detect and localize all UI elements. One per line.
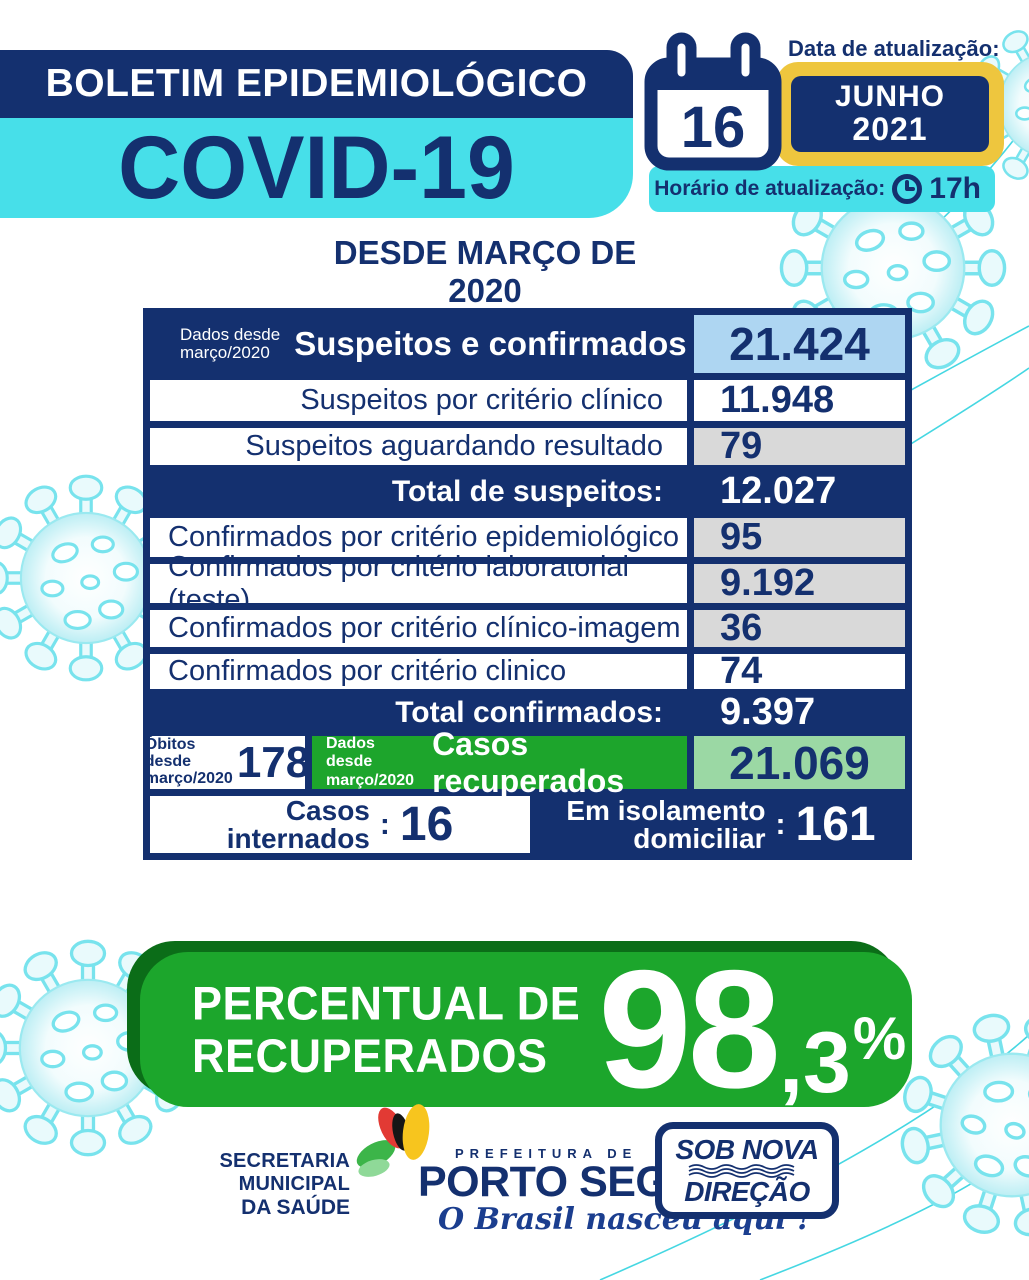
isolation-label-line1: Em isolamento xyxy=(566,794,766,826)
secretary-label: SECRETARIA MUNICIPAL DA SAÚDE xyxy=(150,1150,350,1220)
table-header-row: Dados desde março/2020 Suspeitos e confi… xyxy=(150,315,905,373)
table-row: Confirmados por critério laboratorial (t… xyxy=(150,551,905,616)
deaths-note-line2: março/2020 xyxy=(144,769,233,787)
hospitalized-isolation-row: Casos internados : 16 Em isolamento domi… xyxy=(150,789,905,853)
header-note-line2: março/2020 xyxy=(180,343,270,362)
table-row: Confirmados por critério clinico 74 xyxy=(150,647,905,692)
covid-title: COVID-19 xyxy=(118,118,515,218)
recovered-label: Casos recuperados xyxy=(432,725,625,799)
recovered-cell: Dados desde março/2020 Casos recuperados xyxy=(305,726,687,799)
row-value: 11.948 xyxy=(687,379,905,421)
hospitalized-label-line2: internados xyxy=(226,822,370,854)
isolation-value: 161 xyxy=(795,798,876,851)
row-label: Confirmados por critério laboratorial (t… xyxy=(150,551,687,616)
percent-value: 98 ,3 % xyxy=(598,934,907,1123)
percent-value-decimal: ,3 xyxy=(779,1015,851,1112)
header-title: Suspeitos e confirmados xyxy=(294,325,687,362)
percent-value-main: 98 xyxy=(598,934,781,1123)
update-date-label: Data de atualização: xyxy=(788,36,1000,61)
calendar-icon: 16 xyxy=(644,32,782,171)
covid-banner: COVID-19 xyxy=(0,118,633,218)
header-value: 21.424 xyxy=(687,315,905,373)
hospitalized-cell: Casos internados : 16 xyxy=(150,796,530,853)
table-row: Suspeitos aguardando resultado 79 xyxy=(150,421,905,467)
isolation-label: Em isolamento domiciliar xyxy=(566,794,766,854)
update-month: JUNHO xyxy=(834,80,945,114)
isolation-colon: : xyxy=(775,807,786,841)
porto-seguro-logo-icon xyxy=(356,1104,430,1177)
percent-label-line1: PERCENTUAL DE xyxy=(192,976,581,1031)
month-year-box: JUNHO 2021 xyxy=(776,62,1004,166)
secretary-line2: DA SAÚDE xyxy=(241,1196,350,1219)
row-label: Suspeitos aguardando resultado xyxy=(150,428,687,465)
recovered-note: Dados desde março/2020 xyxy=(326,735,414,790)
row-value: 9.397 xyxy=(687,691,905,733)
secretary-line1: SECRETARIA MUNICIPAL xyxy=(219,1150,350,1195)
row-value: 79 xyxy=(687,425,905,467)
percent-label: PERCENTUAL DE RECUPERADOS xyxy=(140,978,580,1082)
hospitalized-label-line1: Casos xyxy=(285,794,370,826)
header-note-line1: Dados desde xyxy=(180,325,281,345)
deaths-note: Óbitos desde março/2020 xyxy=(144,736,233,787)
update-time-label: Horário de atualização: xyxy=(654,177,886,200)
prefeitura-label: PREFEITURA DE xyxy=(455,1146,638,1161)
row-label: Confirmados por critério epidemiológico xyxy=(150,518,687,557)
badge-line2: DIREÇÃO xyxy=(684,1175,810,1207)
recovered-row: Óbitos desde março/2020 178 Dados desde … xyxy=(145,726,905,799)
clock-icon xyxy=(892,174,923,204)
isolation-label-line2: domiciliar xyxy=(633,822,766,854)
row-label: Confirmados por critério clínico-imagem xyxy=(150,610,687,647)
isolation-cell: Em isolamento domiciliar : 161 xyxy=(530,796,905,853)
badge-line1: SOB NOVA xyxy=(675,1133,819,1165)
deaths-value: 178 xyxy=(236,737,311,787)
row-value: 9.192 xyxy=(687,562,905,604)
percent-sign: % xyxy=(852,1005,907,1073)
header-label-cell: Dados desde março/2020 Suspeitos e confi… xyxy=(150,315,687,373)
hospitalized-colon: : xyxy=(379,807,390,841)
deaths-note-line1: Óbitos desde xyxy=(144,736,196,771)
bulletin-title-banner: BOLETIM EPIDEMIOLÓGICO xyxy=(0,50,633,118)
recovered-note-line1: Dados desde xyxy=(326,734,375,771)
table-row: Confirmados por critério clínico-imagem … xyxy=(150,603,905,649)
percent-label-line2: RECUPERADOS xyxy=(192,1028,548,1082)
deaths-cell: Óbitos desde março/2020 178 xyxy=(145,736,310,789)
row-label: Total de suspeitos: xyxy=(150,472,687,511)
row-value: 74 xyxy=(687,650,905,692)
row-value: 36 xyxy=(687,607,905,649)
bulletin-title: BOLETIM EPIDEMIOLÓGICO xyxy=(45,62,588,105)
update-time-value: 17h xyxy=(929,172,981,205)
update-time-bar: Horário de atualização: 17h xyxy=(649,166,995,212)
row-value: 95 xyxy=(687,516,905,558)
row-label: Total confirmados: xyxy=(150,696,687,729)
recovered-note-line2: março/2020 xyxy=(326,771,415,789)
row-label: Suspeitos por critério clínico xyxy=(150,380,687,421)
update-year: 2021 xyxy=(852,110,928,147)
hospitalized-value: 16 xyxy=(399,798,454,851)
sob-nova-direcao-badge: SOB NOVA DIREÇÃO xyxy=(655,1122,839,1219)
covid-data-table: Dados desde março/2020 Suspeitos e confi… xyxy=(143,308,912,860)
calendar-day: 16 xyxy=(681,95,746,160)
percent-recovered-banner: PERCENTUAL DE RECUPERADOS 98 ,3 % xyxy=(140,934,912,1123)
table-row: Confirmados por critério epidemiológico … xyxy=(150,511,905,558)
recovered-value: 21.069 xyxy=(687,736,905,789)
row-label: Confirmados por critério clinico xyxy=(150,654,687,689)
month-year-inner: JUNHO 2021 xyxy=(791,76,989,152)
row-value: 12.027 xyxy=(687,470,905,512)
table-row: Suspeitos por critério clínico 11.948 xyxy=(150,373,905,421)
header-note: Dados desde março/2020 xyxy=(180,326,280,362)
hospitalized-label: Casos internados xyxy=(226,794,370,854)
table-total-row: Total confirmados: 9.397 xyxy=(150,689,905,733)
table-total-row: Total de suspeitos: 12.027 xyxy=(150,465,905,512)
since-label: DESDE MARÇO DE 2020 xyxy=(333,234,637,309)
badge-wave-lines xyxy=(688,1163,795,1178)
